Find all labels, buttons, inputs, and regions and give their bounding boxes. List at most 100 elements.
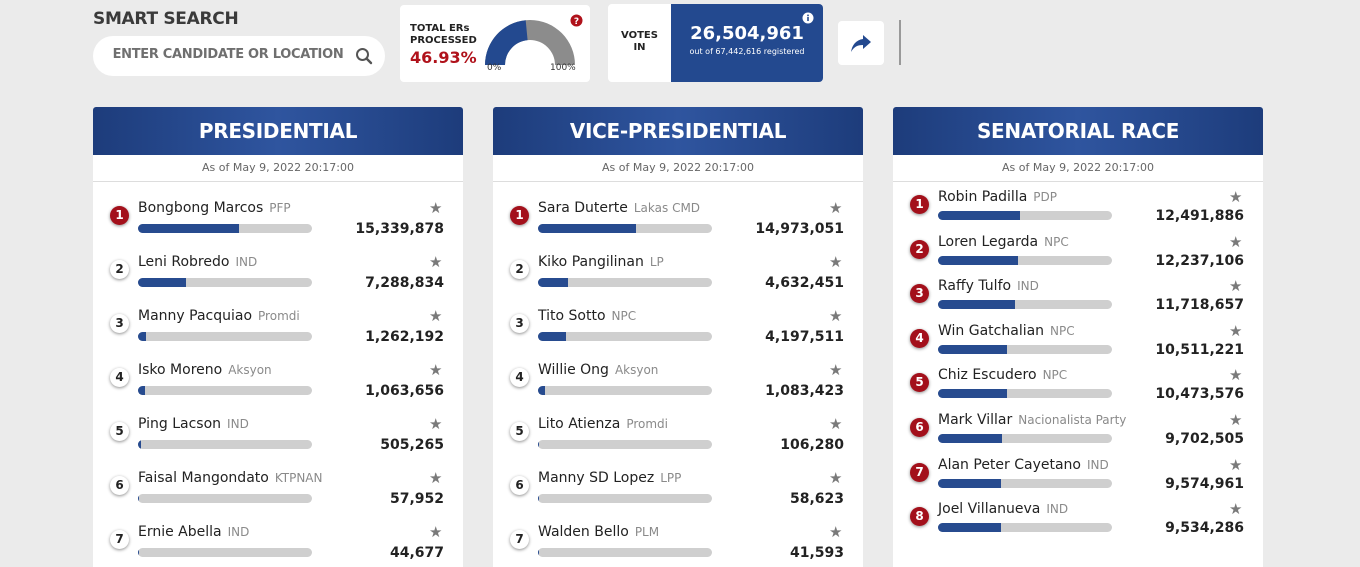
page: {"header": {"title": "SMART SEARCH", "se… [0,0,1360,551]
vote-count: 9,702,505 [1064,430,1244,448]
favorite-star[interactable]: ★ [429,523,442,541]
favorite-star[interactable]: ★ [829,523,842,541]
vote-bar [138,332,146,341]
favorite-star[interactable]: ★ [1229,233,1242,251]
favorite-star[interactable]: ★ [429,415,442,433]
panel-title: SENATORIAL RACE [893,107,1263,155]
name: Robin Padilla [938,189,1027,205]
vote-count: 1,262,192 [264,328,444,346]
votes-registered: out of 67,442,616 registered [671,47,823,56]
name: Ernie Abella [138,524,222,540]
vote-bar [538,386,545,395]
party: NPC [612,309,637,323]
favorite-star[interactable]: ★ [1229,322,1242,340]
vote-bar [938,523,1001,532]
name: Faisal Mangondato [138,470,269,486]
favorite-star[interactable]: ★ [829,361,842,379]
rank-badge: 7 [510,530,529,549]
party: IND [1087,458,1109,472]
favorite-star[interactable]: ★ [429,253,442,271]
party: IND [235,255,257,269]
vote-count: 505,265 [264,436,444,454]
favorite-star[interactable]: ★ [1229,277,1242,295]
info-icon[interactable]: ? [570,14,583,27]
vote-count: 1,063,656 [264,382,444,400]
vote-bar [538,278,568,287]
favorite-star[interactable]: ★ [1229,188,1242,206]
vote-bar [938,479,1001,488]
candidate-name: Walden Bello PLM [538,523,659,541]
share-button[interactable] [838,21,884,65]
votes-box: 26,504,961 out of 67,442,616 registered [671,4,823,82]
votes-label: VOTES IN [608,30,671,54]
vote-bar [938,256,1018,265]
vote-bar [938,434,1002,443]
favorite-star[interactable]: ★ [1229,500,1242,518]
name: Raffy Tulfo [938,278,1011,294]
favorite-star[interactable]: ★ [829,415,842,433]
party: PLM [635,525,659,539]
search-box[interactable]: ENTER CANDIDATE OR LOCATION [93,36,385,76]
favorite-star[interactable]: ★ [1229,366,1242,384]
rank-badge: 2 [910,240,929,259]
rank-badge: 3 [910,284,929,303]
search-icon[interactable] [355,47,373,65]
party: NPC [1043,368,1068,382]
name: Win Gatchalian [938,323,1044,339]
name: Tito Sotto [538,308,606,324]
name: Ping Lacson [138,416,221,432]
rank-badge: 4 [510,368,529,387]
name: Manny Pacquiao [138,308,252,324]
gauge-fill [485,20,528,65]
favorite-star[interactable]: ★ [829,469,842,487]
favorite-star[interactable]: ★ [429,469,442,487]
party: Aksyon [615,363,658,377]
favorite-star[interactable]: ★ [829,307,842,325]
candidate-name: Win Gatchalian NPC [938,322,1075,340]
favorite-star[interactable]: ★ [429,307,442,325]
info-icon[interactable] [802,12,814,24]
name: Walden Bello [538,524,629,540]
vote-count: 14,973,051 [664,220,844,238]
rank-badge: 4 [910,329,929,348]
rank-badge: 6 [510,476,529,495]
name: Bongbong Marcos [138,200,263,216]
favorite-star[interactable]: ★ [1229,411,1242,429]
vote-bar [138,224,239,233]
vote-bar [138,386,145,395]
party: PDP [1033,190,1057,204]
name: Leni Robredo [138,254,229,270]
favorite-star[interactable]: ★ [429,199,442,217]
candidate-name: Robin Padilla PDP [938,188,1057,206]
party: NPC [1050,324,1075,338]
party: NPC [1044,235,1069,249]
rank-badge: 1 [110,206,129,225]
name: Chiz Escudero [938,367,1037,383]
name: Alan Peter Cayetano [938,457,1081,473]
favorite-star[interactable]: ★ [1229,456,1242,474]
party: Promdi [258,309,300,323]
party: Aksyon [228,363,271,377]
favorite-star[interactable]: ★ [829,253,842,271]
rank-badge: 4 [110,368,129,387]
vote-bar [538,332,566,341]
vote-count: 57,952 [264,490,444,508]
gauge-max: 100% [550,63,576,73]
vote-count: 41,593 [664,544,844,562]
ers-label: TOTAL ERs PROCESSED [410,23,482,47]
ers-value: 46.93% [410,48,477,67]
candidate-name: Tito Sotto NPC [538,307,636,325]
favorite-star[interactable]: ★ [829,199,842,217]
favorite-star[interactable]: ★ [429,361,442,379]
rank-badge: 6 [110,476,129,495]
